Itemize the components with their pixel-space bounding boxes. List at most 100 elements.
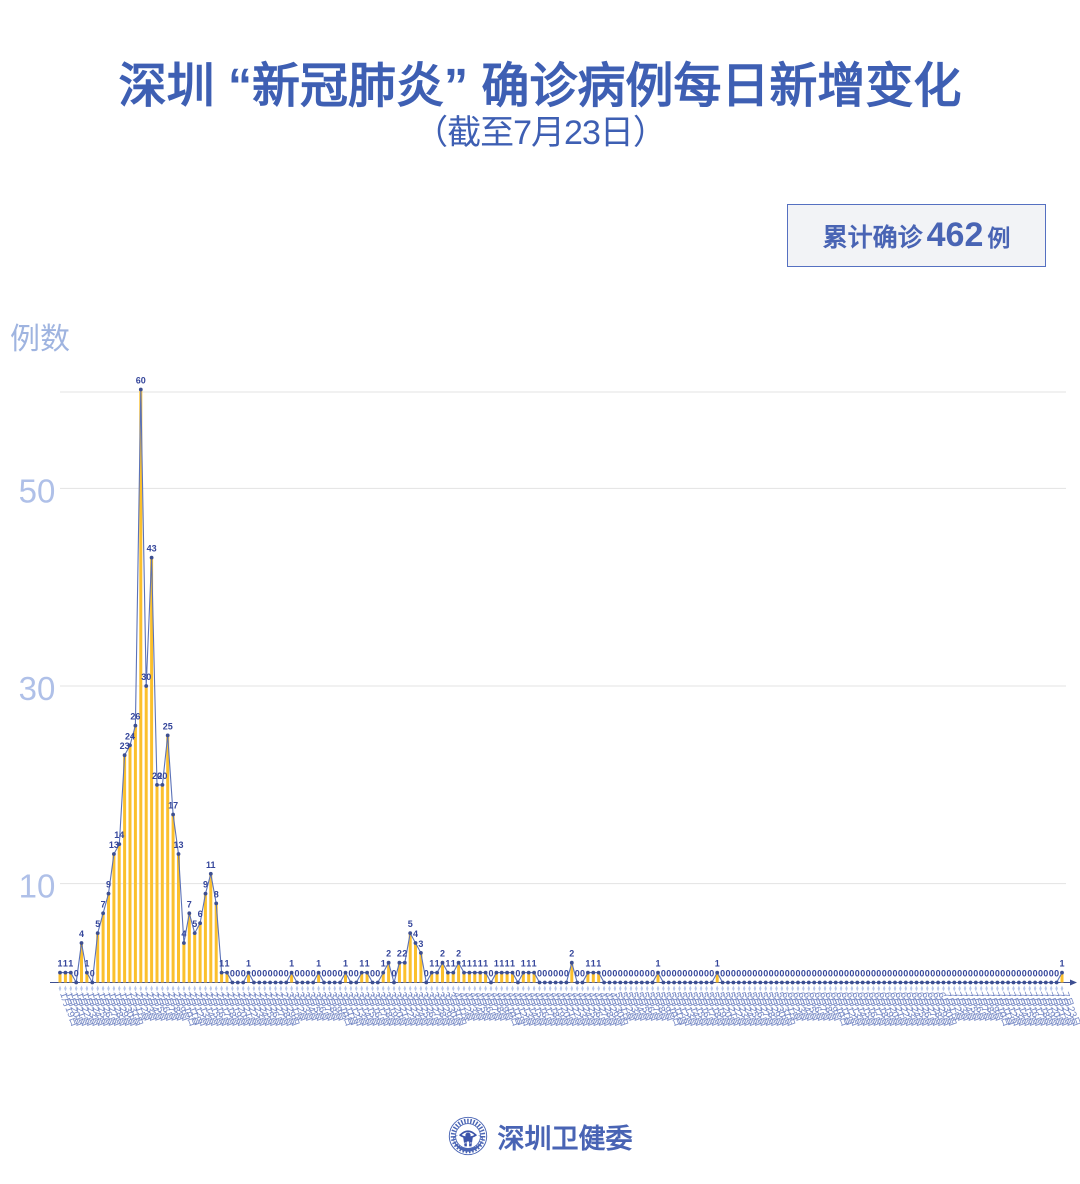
svg-text:0: 0 bbox=[709, 969, 714, 979]
svg-text:0: 0 bbox=[968, 969, 973, 979]
svg-text:0: 0 bbox=[666, 969, 671, 979]
svg-text:0: 0 bbox=[370, 969, 375, 979]
svg-text:0: 0 bbox=[90, 969, 95, 979]
svg-text:5: 5 bbox=[95, 919, 100, 929]
svg-text:13: 13 bbox=[173, 840, 183, 850]
svg-text:0: 0 bbox=[575, 969, 580, 979]
svg-text:0: 0 bbox=[300, 969, 305, 979]
svg-text:0: 0 bbox=[677, 969, 682, 979]
svg-text:0: 0 bbox=[338, 969, 343, 979]
svg-text:0: 0 bbox=[785, 969, 790, 979]
svg-text:0: 0 bbox=[769, 969, 774, 979]
svg-text:0: 0 bbox=[919, 969, 924, 979]
svg-text:0: 0 bbox=[989, 969, 994, 979]
svg-text:0: 0 bbox=[235, 969, 240, 979]
svg-text:0: 0 bbox=[488, 969, 493, 979]
svg-text:0: 0 bbox=[720, 969, 725, 979]
svg-text:0: 0 bbox=[763, 969, 768, 979]
svg-text:2: 2 bbox=[402, 949, 407, 959]
svg-text:0: 0 bbox=[305, 969, 310, 979]
svg-text:1: 1 bbox=[219, 959, 224, 969]
svg-text:9: 9 bbox=[203, 880, 208, 890]
svg-text:0: 0 bbox=[806, 969, 811, 979]
svg-text:0: 0 bbox=[790, 969, 795, 979]
svg-text:1: 1 bbox=[381, 959, 386, 969]
svg-text:11: 11 bbox=[206, 860, 216, 870]
svg-text:0: 0 bbox=[736, 969, 741, 979]
svg-text:0: 0 bbox=[984, 969, 989, 979]
svg-text:2: 2 bbox=[440, 949, 445, 959]
svg-text:10: 10 bbox=[19, 868, 56, 905]
svg-text:0: 0 bbox=[936, 969, 941, 979]
svg-text:0: 0 bbox=[822, 969, 827, 979]
svg-text:24: 24 bbox=[125, 731, 135, 741]
svg-text:0: 0 bbox=[952, 969, 957, 979]
svg-text:0: 0 bbox=[995, 969, 1000, 979]
svg-text:30: 30 bbox=[141, 672, 151, 682]
svg-text:0: 0 bbox=[348, 969, 353, 979]
svg-text:0: 0 bbox=[752, 969, 757, 979]
svg-text:0: 0 bbox=[1011, 969, 1016, 979]
svg-text:0: 0 bbox=[930, 969, 935, 979]
svg-text:1: 1 bbox=[289, 959, 294, 969]
svg-text:7: 7 bbox=[187, 899, 192, 909]
svg-text:0: 0 bbox=[1027, 969, 1032, 979]
svg-text:0: 0 bbox=[564, 969, 569, 979]
svg-text:4: 4 bbox=[181, 929, 186, 939]
svg-text:1: 1 bbox=[451, 959, 456, 969]
svg-text:1: 1 bbox=[655, 959, 660, 969]
svg-text:0: 0 bbox=[1038, 969, 1043, 979]
svg-text:0: 0 bbox=[693, 969, 698, 979]
svg-text:0: 0 bbox=[871, 969, 876, 979]
svg-text:1: 1 bbox=[316, 959, 321, 969]
svg-text:0: 0 bbox=[742, 969, 747, 979]
svg-text:0: 0 bbox=[639, 969, 644, 979]
svg-text:30: 30 bbox=[19, 670, 56, 707]
svg-text:0: 0 bbox=[887, 969, 892, 979]
svg-text:0: 0 bbox=[914, 969, 919, 979]
svg-text:1: 1 bbox=[343, 959, 348, 969]
svg-text:0: 0 bbox=[758, 969, 763, 979]
svg-text:23: 23 bbox=[120, 741, 130, 751]
svg-text:0: 0 bbox=[542, 969, 547, 979]
svg-text:4: 4 bbox=[413, 929, 418, 939]
svg-text:0: 0 bbox=[833, 969, 838, 979]
svg-text:0: 0 bbox=[973, 969, 978, 979]
svg-text:0: 0 bbox=[731, 969, 736, 979]
svg-text:1: 1 bbox=[435, 959, 440, 969]
svg-text:20: 20 bbox=[157, 771, 167, 781]
svg-text:0: 0 bbox=[257, 969, 262, 979]
svg-text:0: 0 bbox=[607, 969, 612, 979]
svg-text:5: 5 bbox=[192, 919, 197, 929]
svg-text:0: 0 bbox=[268, 969, 273, 979]
svg-text:43: 43 bbox=[147, 544, 157, 554]
svg-text:0: 0 bbox=[1000, 969, 1005, 979]
svg-text:1: 1 bbox=[532, 959, 537, 969]
svg-text:1: 1 bbox=[461, 959, 466, 969]
svg-text:0: 0 bbox=[774, 969, 779, 979]
svg-text:1: 1 bbox=[526, 959, 531, 969]
svg-text:0: 0 bbox=[1033, 969, 1038, 979]
svg-text:0: 0 bbox=[354, 969, 359, 979]
svg-text:1: 1 bbox=[224, 959, 229, 969]
svg-text:SZWJW: SZWJW bbox=[461, 1141, 474, 1145]
svg-text:1: 1 bbox=[715, 959, 720, 969]
svg-text:0: 0 bbox=[391, 969, 396, 979]
svg-text:0: 0 bbox=[779, 969, 784, 979]
svg-text:0: 0 bbox=[909, 969, 914, 979]
svg-text:0: 0 bbox=[817, 969, 822, 979]
svg-text:0: 0 bbox=[747, 969, 752, 979]
svg-text:7: 7 bbox=[101, 899, 106, 909]
svg-text:60: 60 bbox=[136, 376, 146, 386]
svg-text:0: 0 bbox=[74, 969, 79, 979]
svg-text:0: 0 bbox=[860, 969, 865, 979]
svg-text:2: 2 bbox=[569, 949, 574, 959]
svg-text:1: 1 bbox=[499, 959, 504, 969]
svg-text:0: 0 bbox=[682, 969, 687, 979]
svg-text:0: 0 bbox=[699, 969, 704, 979]
svg-text:9: 9 bbox=[106, 880, 111, 890]
svg-text:0: 0 bbox=[672, 969, 677, 979]
svg-text:5: 5 bbox=[408, 919, 413, 929]
svg-text:0: 0 bbox=[892, 969, 897, 979]
svg-text:0: 0 bbox=[241, 969, 246, 979]
